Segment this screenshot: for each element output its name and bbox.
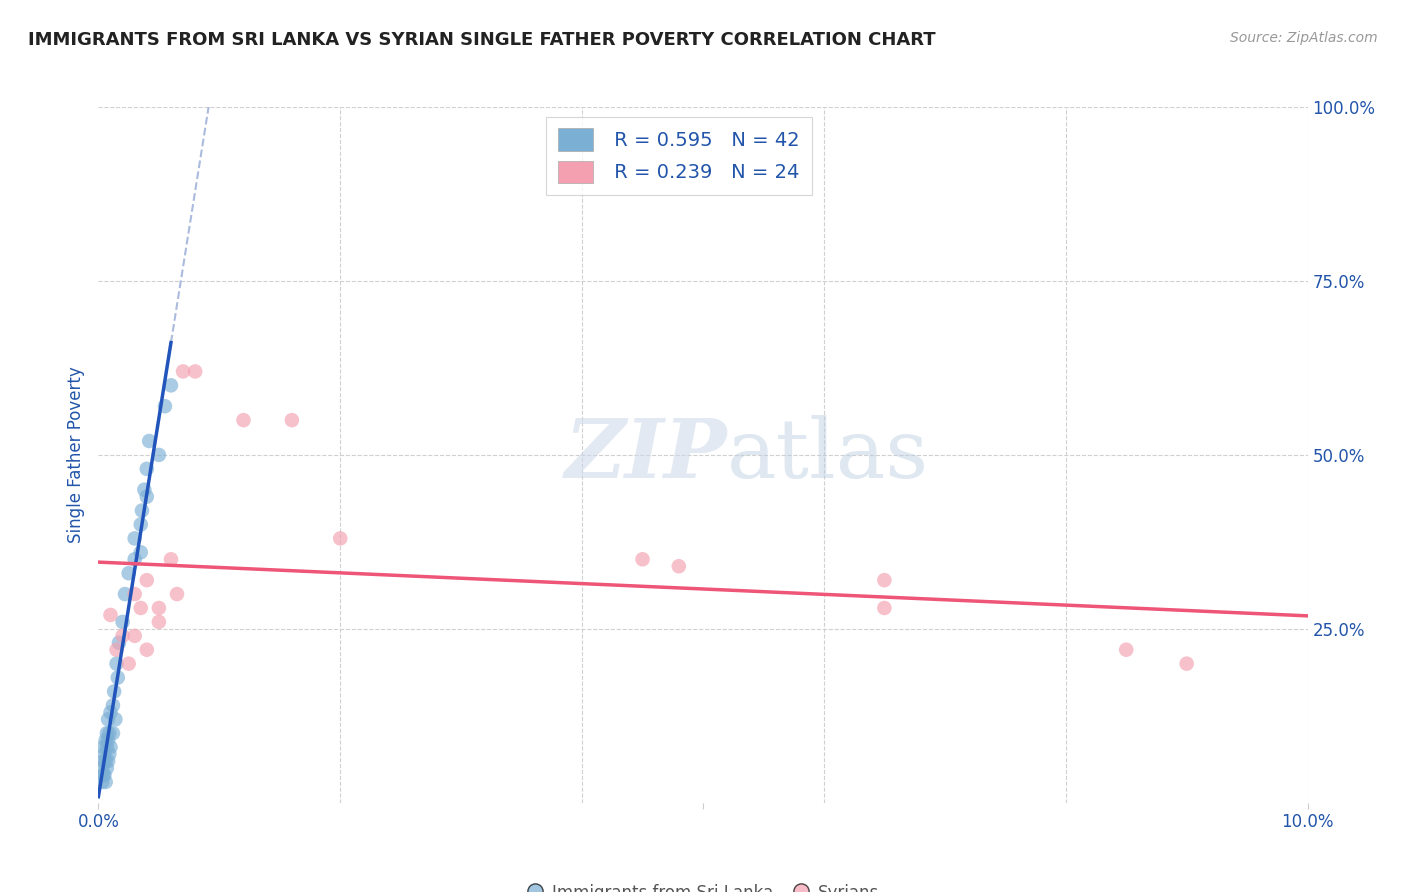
Point xyxy=(96,761,118,775)
Point xyxy=(96,740,118,755)
Point xyxy=(100,607,122,622)
Point xyxy=(101,698,124,713)
Point xyxy=(1115,642,1137,657)
Y-axis label: Single Father Poverty: Single Father Poverty xyxy=(67,367,86,543)
Text: atlas: atlas xyxy=(727,415,929,495)
Point xyxy=(135,642,157,657)
Point xyxy=(129,601,152,615)
Point xyxy=(103,684,125,698)
Point xyxy=(96,726,118,740)
Point xyxy=(104,712,127,726)
Point xyxy=(631,552,654,566)
Point xyxy=(124,532,146,546)
Point xyxy=(105,642,128,657)
Point xyxy=(101,726,124,740)
Text: Source: ZipAtlas.com: Source: ZipAtlas.com xyxy=(1230,31,1378,45)
Point xyxy=(118,657,141,671)
Point xyxy=(184,364,207,378)
Point xyxy=(100,706,122,720)
Point xyxy=(91,754,114,768)
Text: IMMIGRANTS FROM SRI LANKA VS SYRIAN SINGLE FATHER POVERTY CORRELATION CHART: IMMIGRANTS FROM SRI LANKA VS SYRIAN SING… xyxy=(28,31,936,49)
Point xyxy=(281,413,304,427)
Point xyxy=(91,761,114,775)
Text: ZIP: ZIP xyxy=(565,415,727,495)
Point xyxy=(91,775,114,789)
Point xyxy=(94,733,117,747)
Point xyxy=(1175,657,1198,671)
Point xyxy=(124,587,146,601)
Point xyxy=(91,740,114,755)
Point xyxy=(172,364,194,378)
Point xyxy=(93,747,115,761)
Point xyxy=(97,712,120,726)
Point xyxy=(124,552,146,566)
Point xyxy=(111,615,134,629)
Legend: Immigrants from Sri Lanka, Syrians: Immigrants from Sri Lanka, Syrians xyxy=(520,877,886,892)
Point xyxy=(114,587,136,601)
Point xyxy=(118,566,141,581)
Point xyxy=(160,552,183,566)
Point xyxy=(94,754,117,768)
Point xyxy=(134,483,156,497)
Point xyxy=(107,671,129,685)
Point xyxy=(94,775,117,789)
Point xyxy=(98,747,121,761)
Point xyxy=(148,448,170,462)
Point xyxy=(135,462,157,476)
Point xyxy=(166,587,188,601)
Point xyxy=(98,726,121,740)
Point xyxy=(97,754,120,768)
Point xyxy=(129,517,152,532)
Point xyxy=(148,615,170,629)
Point xyxy=(91,768,114,782)
Point xyxy=(111,629,134,643)
Point xyxy=(153,399,176,413)
Point xyxy=(129,545,152,559)
Point xyxy=(148,601,170,615)
Point xyxy=(873,573,896,587)
Point xyxy=(131,503,153,517)
Point xyxy=(138,434,160,448)
Point xyxy=(105,657,128,671)
Point xyxy=(160,378,183,392)
Point xyxy=(135,573,157,587)
Point xyxy=(135,490,157,504)
Point xyxy=(97,733,120,747)
Point xyxy=(232,413,254,427)
Point xyxy=(329,532,352,546)
Point xyxy=(93,768,115,782)
Point xyxy=(668,559,690,574)
Point xyxy=(873,601,896,615)
Point xyxy=(108,636,131,650)
Point xyxy=(100,740,122,755)
Point xyxy=(124,629,146,643)
